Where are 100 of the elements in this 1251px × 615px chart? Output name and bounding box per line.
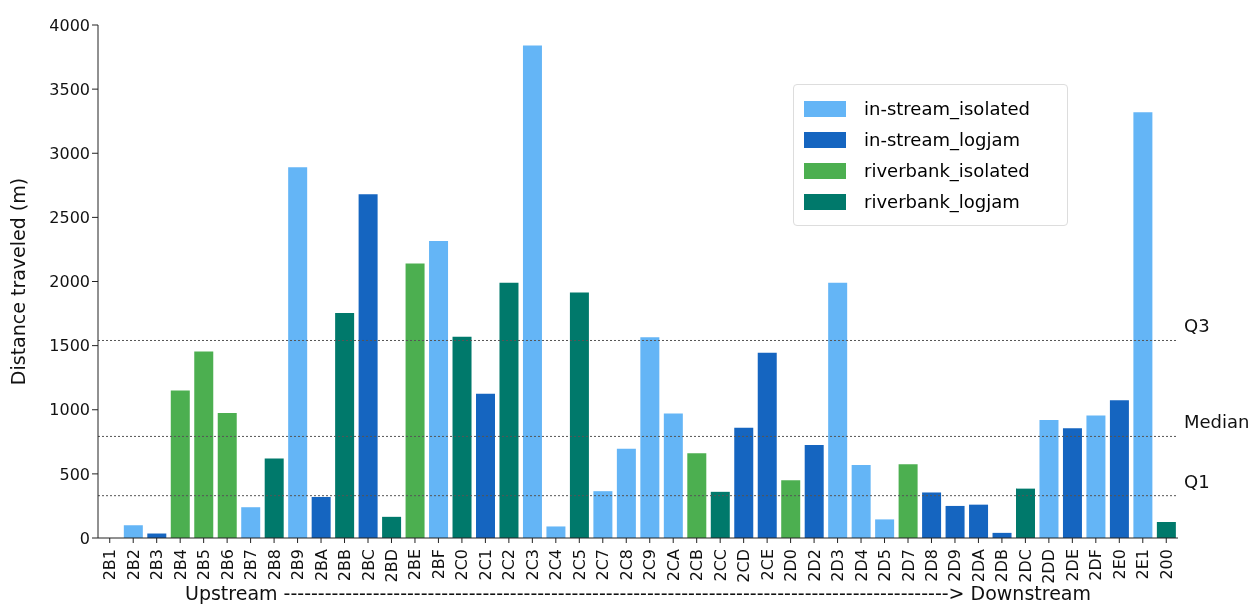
bar: [804, 445, 824, 538]
bar: [663, 413, 683, 538]
x-tick-label: 2B5: [194, 549, 214, 581]
x-tick-label: 2BD: [381, 549, 401, 583]
ref-line-label: Q1: [1184, 470, 1210, 492]
x-tick-label: 2B3: [147, 549, 167, 581]
bar: [429, 241, 449, 538]
x-tick-label: 2C2: [499, 549, 519, 581]
bar: [522, 45, 542, 538]
x-tick-label: 2D2: [804, 549, 824, 582]
bar: [687, 453, 707, 538]
bar: [1156, 521, 1176, 538]
legend-label: riverbank_isolated: [864, 160, 1030, 181]
bar: [358, 194, 378, 538]
y-tick-label: 1500: [49, 336, 90, 356]
y-tick-label: 2500: [49, 208, 90, 228]
ref-line-label: Median: [1184, 411, 1250, 433]
bar: [757, 352, 777, 538]
bar: [875, 519, 895, 538]
x-tick-label: 2C8: [616, 549, 636, 581]
x-tick-label: 2D9: [945, 549, 965, 582]
x-tick-label: 2E1: [1133, 549, 1153, 580]
bar: [335, 312, 355, 538]
x-tick-label: 2DB: [992, 549, 1012, 583]
x-tick-label: 2B7: [241, 549, 261, 581]
x-tick-label: 2B8: [264, 549, 284, 581]
x-tick-label: 2B4: [170, 549, 190, 581]
x-tick-label: 2C1: [475, 549, 495, 581]
bar: [922, 492, 942, 538]
bar: [546, 526, 566, 538]
bar: [640, 337, 660, 538]
x-tick-label: 2CE: [757, 549, 777, 581]
bar: [945, 505, 965, 538]
bar: [217, 412, 237, 538]
bar: [170, 390, 190, 538]
bar: [898, 464, 918, 538]
bar: [851, 464, 871, 538]
x-tick-label: 2B2: [123, 549, 143, 581]
x-tick-label: 2D4: [851, 549, 871, 582]
x-tick-label: 2DC: [1015, 549, 1035, 583]
bar: [1109, 400, 1129, 538]
x-tick-label: 2C9: [640, 549, 660, 581]
x-tick-label: 2C5: [569, 549, 589, 581]
bar: [569, 292, 589, 538]
x-axis-title: Upstream -------------------------------------------------------------------------------------------------> Downstream: [185, 582, 1091, 604]
x-tick-label: 2BC: [358, 549, 378, 582]
bar: [382, 516, 402, 538]
x-tick-label: 2B6: [217, 549, 237, 581]
bar: [452, 336, 472, 538]
bar: [288, 167, 308, 538]
x-tick-label: 2CD: [734, 549, 754, 583]
bar: [499, 282, 519, 538]
y-tick-label: 4000: [49, 15, 90, 35]
bar: [710, 491, 730, 538]
ref-line-label: Q3: [1184, 315, 1210, 337]
y-tick-label: 500: [59, 464, 90, 484]
y-axis-title: Distance traveled (m): [6, 177, 29, 386]
bar: [311, 496, 331, 538]
x-tick-label: 2DA: [968, 548, 988, 583]
x-tick-label: 2B1: [100, 549, 120, 581]
legend-label: riverbank_logjam: [864, 191, 1020, 212]
bar: [405, 263, 425, 538]
y-tick-label: 3500: [49, 79, 90, 99]
x-tick-label: 200: [1156, 549, 1176, 580]
bar: [241, 507, 261, 538]
x-tick-label: 2BF: [428, 549, 448, 580]
x-tick-label: 2C0: [452, 549, 472, 581]
legend-label: in-stream_logjam: [864, 129, 1020, 150]
y-tick-label: 2000: [49, 272, 90, 292]
bar: [1016, 488, 1035, 538]
x-tick-label: 2E0: [1109, 549, 1129, 580]
legend-label: in-stream_isolated: [864, 98, 1030, 119]
x-tick-label: 2D7: [898, 549, 918, 582]
bar: [593, 491, 613, 538]
bar: [1133, 112, 1153, 538]
x-tick-label: 2B9: [288, 549, 308, 581]
x-tick-label: 2D0: [781, 549, 801, 582]
x-tick-label: 2D8: [921, 549, 941, 582]
bar: [1062, 428, 1082, 538]
x-tick-label: 2D3: [828, 549, 848, 582]
bar: [264, 458, 284, 538]
bar: [616, 448, 636, 538]
x-tick-label: 2BA: [311, 548, 331, 582]
y-tick-label: 0: [79, 528, 90, 548]
x-tick-label: 2C7: [593, 549, 613, 581]
bar: [969, 504, 989, 538]
x-tick-label: 2BE: [405, 549, 425, 581]
bar: [781, 480, 801, 538]
x-tick-label: 2C3: [522, 549, 542, 581]
x-tick-label: 2CB: [687, 549, 707, 582]
x-tick-label: 2BB: [335, 549, 355, 582]
bar: [194, 351, 214, 538]
x-tick-label: 2DD: [1039, 549, 1059, 584]
x-tick-label: 2CC: [710, 549, 730, 582]
y-tick-label: 1000: [49, 400, 90, 420]
x-tick-label: 2DF: [1086, 549, 1106, 581]
bar: [1039, 420, 1059, 538]
bar: [476, 393, 495, 538]
bar: [828, 282, 848, 538]
x-tick-label: 2DE: [1062, 549, 1082, 582]
